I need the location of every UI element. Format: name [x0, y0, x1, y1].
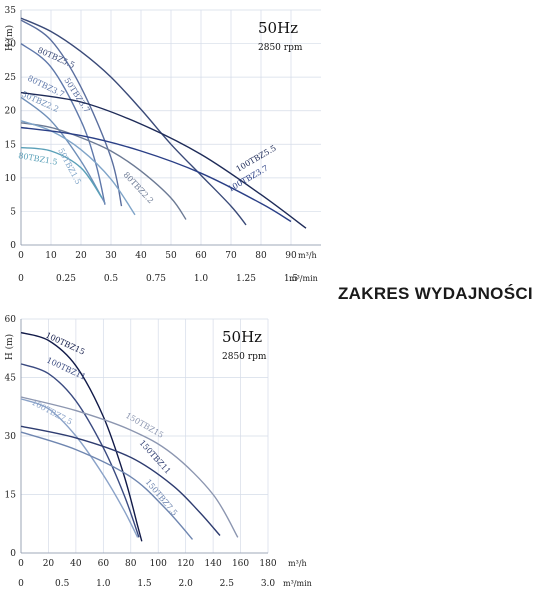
- series-label: 150TBZ15: [124, 411, 165, 440]
- x-tick-label: 60: [195, 251, 207, 261]
- series-label: 150TBZ11: [138, 438, 173, 475]
- x2-tick-label: 0.5: [55, 579, 70, 589]
- y-tick-label: 15: [5, 140, 17, 150]
- series-label: 80TBZ2.2: [122, 170, 156, 205]
- chart-1: 0 5 10 15 20 25 30 35 0 10 20 30 40 50 60 70 80 90 0 0.25 0.…: [4, 6, 321, 284]
- series-line-150TBZ15: [20, 396, 239, 538]
- y-tick-label: 5: [10, 207, 16, 217]
- y-tick-label: 0: [10, 241, 16, 251]
- series-line-80TBZ1.5: [20, 146, 103, 199]
- y-tick-label: 30: [5, 40, 17, 50]
- x-tick-label: 10: [45, 251, 57, 261]
- series-line-80TBZ5.5: [20, 17, 247, 226]
- x2-tick-label: 0.75: [146, 274, 166, 284]
- x-tick-label: 80: [125, 559, 137, 569]
- x2-axis-unit: m³/min: [289, 274, 318, 283]
- series-line-50TBZ1.5: [20, 120, 136, 216]
- x-tick-label: 120: [177, 559, 194, 569]
- chart-2: 0 15 30 45 60 0 20 40 60 80 100 120 140 160 180 0 0.5 1.0…: [4, 315, 312, 589]
- x-tick-label: 160: [232, 559, 249, 569]
- x-axis-unit: m³/h: [288, 559, 307, 568]
- x2-tick-label: 3.0: [261, 579, 276, 589]
- y-tick-label: 10: [5, 174, 17, 184]
- x2-tick-label: 0: [18, 579, 24, 589]
- series-line-80TBZ3.7: [20, 43, 106, 205]
- x-axis-unit: m³/h: [298, 251, 317, 260]
- y-tick-label: 15: [5, 491, 17, 501]
- x-tick-label: 60: [98, 559, 110, 569]
- section-title: ZAKRES WYDAJNOŚCI: [338, 284, 533, 303]
- x-tick-label: 0: [18, 559, 24, 569]
- y-tick-label: 25: [5, 73, 17, 83]
- y-tick-label: 45: [5, 374, 17, 384]
- x-tick-label: 70: [225, 251, 237, 261]
- x2-tick-label: 1.5: [284, 274, 299, 284]
- x2-tick-label: 1.25: [236, 274, 256, 284]
- x2-tick-label: 2.5: [220, 579, 235, 589]
- x-tick-label: 20: [75, 251, 87, 261]
- y-tick-label: 35: [5, 6, 17, 16]
- x2-tick-label: 0.25: [56, 274, 76, 284]
- x2-tick-label: 0.5: [104, 274, 119, 284]
- x-tick-label: 90: [285, 251, 297, 261]
- series-line-150TBZ11: [20, 425, 221, 536]
- x-tick-label: 30: [105, 251, 117, 261]
- x2-tick-label: 1.5: [137, 579, 152, 589]
- x-tick-label: 0: [18, 251, 24, 261]
- x2-tick-label: 2.0: [179, 579, 194, 589]
- series-label: 150TBZ7.5: [143, 478, 179, 518]
- x-tick-label: 140: [205, 559, 222, 569]
- x-tick-label: 40: [70, 559, 82, 569]
- series-line-150TBZ7.5: [20, 431, 194, 540]
- series-label: 50TBZ3.7: [62, 76, 91, 114]
- x-tick-label: 20: [43, 559, 55, 569]
- y-tick-label: 60: [5, 315, 17, 325]
- series-line-100TBZ11: [20, 363, 140, 538]
- y-tick-label: 20: [5, 107, 17, 117]
- chart-title: 50Hz: [222, 328, 262, 346]
- series-line-100TBZ5.5: [20, 91, 307, 229]
- x2-axis-unit: m³/min: [283, 579, 312, 588]
- y-tick-label: 30: [5, 432, 17, 442]
- x2-tick-label: 0: [18, 274, 24, 284]
- x-tick-label: 50: [165, 251, 177, 261]
- series-line-80TBZ2.2: [20, 122, 187, 220]
- x2-tick-label: 1.0: [96, 579, 111, 589]
- series-label: 100TBZ7.5: [30, 398, 74, 427]
- y-axis-label: H (m): [4, 334, 15, 360]
- x2-tick-label: 1.0: [194, 274, 209, 284]
- chart-subtitle: 2850 rpm: [258, 43, 303, 53]
- chart-title: 50Hz: [258, 19, 298, 37]
- chart-subtitle: 2850 rpm: [222, 352, 267, 362]
- series-line-100TBZ15: [20, 331, 143, 542]
- series-line-50TBZ3.7: [20, 19, 123, 207]
- x-tick-label: 180: [259, 559, 276, 569]
- x-tick-label: 100: [150, 559, 167, 569]
- y-axis-label: H (m): [4, 25, 15, 51]
- x-tick-label: 80: [255, 251, 267, 261]
- series-line-100TBZ3.7: [20, 126, 292, 223]
- y-tick-label: 0: [10, 549, 16, 559]
- x-tick-label: 40: [135, 251, 147, 261]
- series-label: 80TBZ1.5: [18, 151, 59, 167]
- series-line-100TBZ7.5: [20, 398, 139, 538]
